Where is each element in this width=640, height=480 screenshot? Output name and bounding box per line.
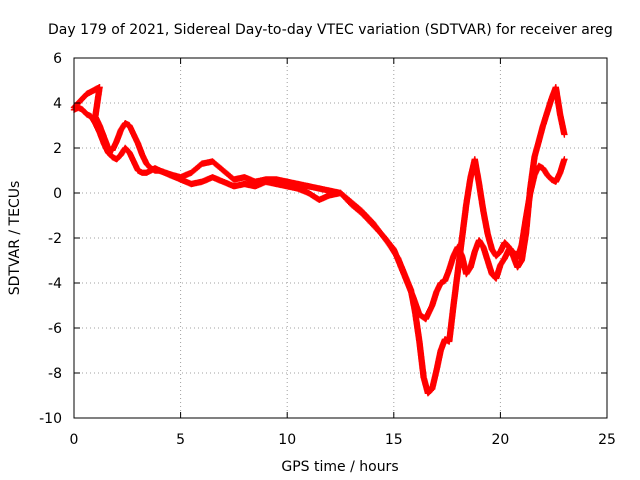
y-tick-label: -2 bbox=[48, 231, 62, 247]
y-tick-label: 2 bbox=[53, 141, 62, 157]
axis-ticks: 0 5 10 15 20 25 -10 -8 -6 -4 -2 0 2 4 6 bbox=[39, 51, 616, 448]
grid bbox=[74, 58, 607, 418]
x-tick-label: 0 bbox=[70, 432, 79, 448]
y-axis-label: SDTVAR / TECUs bbox=[7, 181, 23, 296]
y-tick-label: -6 bbox=[48, 321, 62, 337]
y-tick-label: 4 bbox=[53, 96, 62, 112]
y-tick-label: 6 bbox=[53, 51, 62, 67]
chart-title: Day 179 of 2021, Sidereal Day-to-day VTE… bbox=[48, 22, 613, 38]
x-tick-label: 15 bbox=[385, 432, 403, 448]
x-tick-label: 5 bbox=[176, 432, 185, 448]
y-tick-label: -4 bbox=[48, 276, 62, 292]
y-tick-label: 0 bbox=[53, 186, 62, 202]
x-tick-label: 25 bbox=[598, 432, 616, 448]
y-tick-label: -8 bbox=[48, 366, 62, 382]
x-tick-label: 10 bbox=[278, 432, 296, 448]
y-tick-label: -10 bbox=[39, 411, 62, 427]
x-tick-label: 20 bbox=[491, 432, 509, 448]
x-axis-label: GPS time / hours bbox=[281, 459, 398, 475]
